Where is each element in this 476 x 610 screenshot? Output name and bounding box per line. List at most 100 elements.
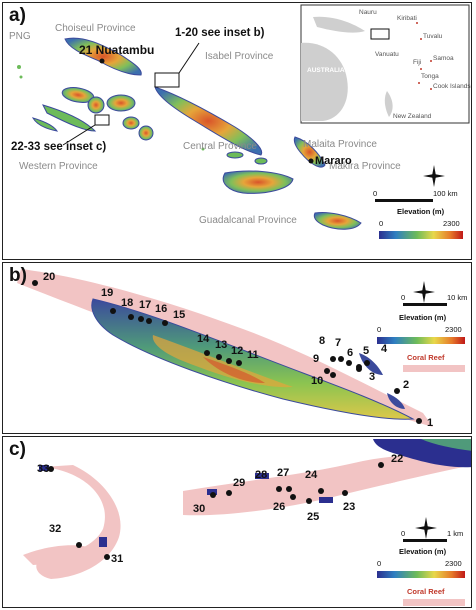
site-number-label: 18 xyxy=(121,297,134,309)
site-marker xyxy=(210,492,216,498)
elevation-colorbar-a xyxy=(379,231,463,239)
western-province-label: Western Province xyxy=(19,161,98,172)
australia-label: AUSTRALIA xyxy=(307,67,345,74)
north-arrow-b-icon xyxy=(413,281,435,303)
site-marker xyxy=(330,356,336,362)
land-block xyxy=(255,473,269,479)
inset-c-leader xyxy=(62,124,96,146)
makira-province-label: Makira Province xyxy=(329,161,401,172)
panel-a-overview-map: a) PNG Choiseul Province Isabel Province… xyxy=(2,2,472,260)
pacific-dot xyxy=(418,82,420,84)
site-number-label: 32 xyxy=(49,523,62,535)
site-marker xyxy=(236,360,242,366)
site-number-label: 24 xyxy=(305,469,318,481)
site-marker xyxy=(204,350,210,356)
inset-c-box xyxy=(94,114,110,126)
nuatambu-label: 21 Nuatambu xyxy=(79,43,155,57)
panel-a-map-canvas xyxy=(17,4,470,239)
new-zealand-label: New Zealand xyxy=(393,113,432,120)
site-marker xyxy=(416,418,422,424)
land-block xyxy=(319,497,333,503)
site-number-label: 6 xyxy=(347,347,354,359)
panel-c-map-canvas xyxy=(23,439,471,606)
scale-c-start: 0 xyxy=(401,529,406,538)
site-number-label: 7 xyxy=(335,337,342,349)
site-number-label: 1 xyxy=(427,417,434,429)
mararo-marker xyxy=(308,158,314,164)
central-island-b xyxy=(254,157,268,165)
site-marker xyxy=(276,486,282,492)
tonga-label: Tonga xyxy=(421,73,439,80)
new-zealand-land xyxy=(384,91,393,117)
coral-reef-patch xyxy=(359,468,407,485)
coral-reef-band xyxy=(183,449,471,516)
site-marker xyxy=(146,318,152,324)
site-number-label: 10 xyxy=(311,375,324,387)
site-number-label: 12 xyxy=(231,345,244,357)
site-marker xyxy=(138,316,144,322)
site-marker xyxy=(110,308,116,314)
panel-b-map-canvas xyxy=(17,269,465,427)
kiribati-label: Kiribati xyxy=(397,15,417,22)
site-marker xyxy=(330,372,336,378)
coral-reef-swatch-b xyxy=(403,365,465,372)
western-island-e xyxy=(138,125,154,141)
makira-island xyxy=(313,212,362,230)
site-marker xyxy=(162,320,168,326)
small-island xyxy=(201,147,205,151)
cook-islands-label: Cook Islands xyxy=(433,83,471,90)
elevation-colorbar-b xyxy=(377,337,465,344)
western-island-f xyxy=(42,104,97,132)
elevation-a-min: 0 xyxy=(379,219,384,228)
site-marker xyxy=(76,542,82,548)
small-island xyxy=(17,65,21,69)
pacific-dot xyxy=(416,22,418,24)
site-marker xyxy=(394,388,400,394)
land-block xyxy=(39,465,49,471)
site-marker xyxy=(318,488,324,494)
isabel-interior-highlands xyxy=(152,335,293,388)
scale-b-start: 0 xyxy=(401,293,406,302)
site-number-label: 28 xyxy=(255,469,268,481)
australia-land xyxy=(301,42,348,122)
malaita-province-label: Malaita Province xyxy=(303,139,377,150)
western-island-b xyxy=(87,96,105,114)
site-marker xyxy=(226,358,232,364)
site-marker xyxy=(32,280,38,286)
new-guinea-land xyxy=(313,16,365,33)
site-marker xyxy=(364,360,370,366)
isabel-island xyxy=(154,86,263,156)
panel-a-label: a) xyxy=(9,5,26,26)
coral-reef-arm xyxy=(23,545,95,565)
isabel-interior-highlands xyxy=(203,357,265,383)
site-number-label: 4 xyxy=(381,343,388,355)
mararo-label: Mararo xyxy=(315,155,352,167)
guadalcanal-province-label: Guadalcanal Province xyxy=(199,215,297,226)
coral-reef-label-c: Coral Reef xyxy=(407,587,445,596)
site-number-label: 11 xyxy=(247,349,259,361)
western-island-g xyxy=(31,117,59,132)
eastern-islet xyxy=(359,353,383,375)
site-marker xyxy=(48,466,54,472)
elevation-a-title: Elevation (m) xyxy=(397,207,445,216)
site-number-label: 15 xyxy=(173,309,186,321)
vanuatu-label: Vanuatu xyxy=(375,51,399,58)
scale-a-start: 0 xyxy=(373,189,378,198)
elevation-c-max: 2300 xyxy=(445,559,462,568)
site-marker xyxy=(306,498,312,504)
elevation-colorbar-c xyxy=(377,571,465,578)
solomon-locator-box xyxy=(370,28,390,40)
western-island-c xyxy=(106,94,136,112)
site-number-label: 17 xyxy=(139,299,152,311)
png-label: PNG xyxy=(9,31,31,42)
site-number-label: 30 xyxy=(193,503,206,515)
elevation-c-min: 0 xyxy=(377,559,382,568)
site-number-label: 27 xyxy=(277,467,290,479)
panel-c-label: c) xyxy=(9,439,26,460)
site-number-label: 2 xyxy=(403,379,410,391)
site-number-label: 31 xyxy=(111,553,124,565)
guadalcanal-island xyxy=(222,170,294,194)
scale-bar-c xyxy=(403,539,447,542)
site-marker xyxy=(324,368,330,374)
site-number-label: 3 xyxy=(369,371,376,383)
